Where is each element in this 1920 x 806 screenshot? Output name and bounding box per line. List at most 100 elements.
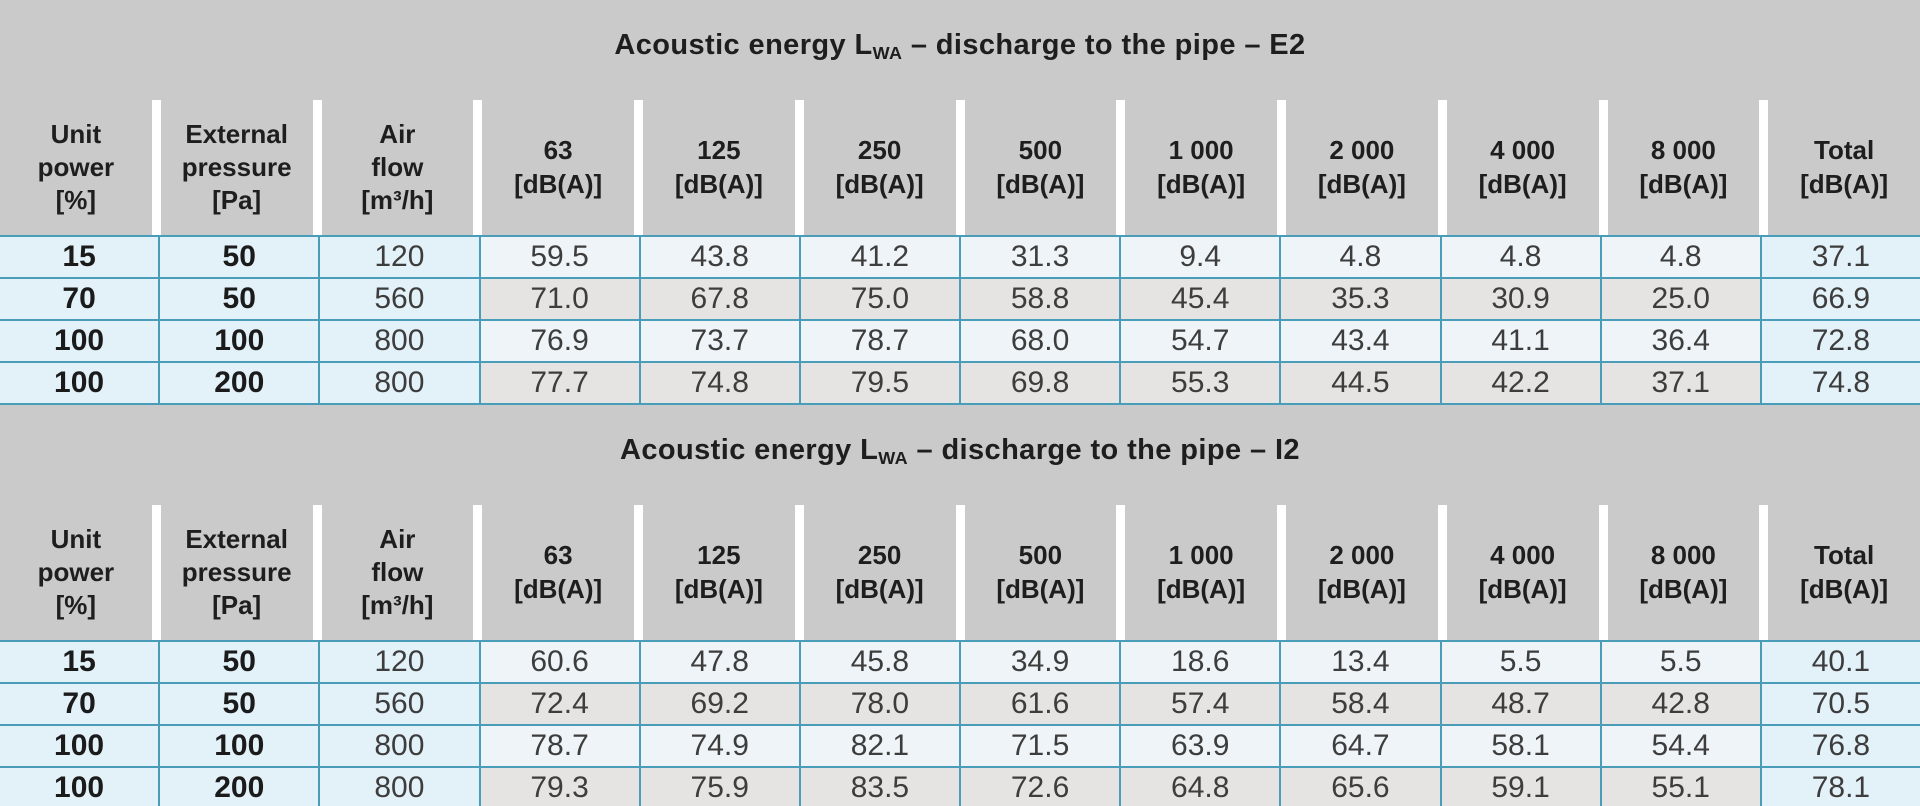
data-cell-r0-c5: 45.8 bbox=[800, 642, 959, 682]
data-cell-r1-c3: 72.4 bbox=[480, 684, 639, 724]
data-cell-r0-c4: 47.8 bbox=[640, 642, 799, 682]
data-cell-r1-c6: 58.8 bbox=[961, 279, 1120, 319]
data-cell-r0-c9: 5.5 bbox=[1441, 642, 1600, 682]
title-prefix: Acoustic energy L bbox=[620, 433, 879, 466]
data-cell-r3-c1: 200 bbox=[160, 768, 319, 806]
data-cell-r3-c7: 55.3 bbox=[1121, 363, 1280, 403]
data-cell-r0-c10: 4.8 bbox=[1601, 237, 1760, 277]
data-cell-r2-c3: 76.9 bbox=[480, 321, 639, 361]
data-cell-r0-c1: 50 bbox=[160, 237, 319, 277]
data-cell-r0-c8: 13.4 bbox=[1281, 642, 1440, 682]
data-cell-r3-c2: 800 bbox=[320, 768, 479, 806]
data-cell-r1-c9: 48.7 bbox=[1441, 684, 1600, 724]
data-cell-r1-c5: 78.0 bbox=[800, 684, 959, 724]
title-prefix: Acoustic energy L bbox=[614, 28, 873, 61]
data-cell-r3-c5: 79.5 bbox=[800, 363, 959, 403]
data-cell-r2-c5: 82.1 bbox=[800, 726, 959, 766]
data-cell-r3-c1: 200 bbox=[160, 363, 319, 403]
data-cell-r0-c7: 9.4 bbox=[1121, 237, 1280, 277]
data-cell-r0-c6: 31.3 bbox=[961, 237, 1120, 277]
data-cell-r0-c9: 4.8 bbox=[1441, 237, 1600, 277]
data-cell-r0-c3: 60.6 bbox=[480, 642, 639, 682]
data-cell-r1-c7: 57.4 bbox=[1121, 684, 1280, 724]
data-cell-r0-c0: 15 bbox=[0, 237, 159, 277]
header-cell-col9: 4 000 [dB(A)] bbox=[1446, 100, 1599, 235]
data-cell-r1-c7: 45.4 bbox=[1121, 279, 1280, 319]
table-e2-header-row: Unit power [%] External pressure [Pa] Air … bbox=[0, 100, 1920, 235]
data-cell-r1-c11: 70.5 bbox=[1761, 684, 1920, 724]
data-cell-r3-c5: 83.5 bbox=[800, 768, 959, 806]
header-cell-col10: 8 000 [dB(A)] bbox=[1607, 505, 1760, 640]
data-cell-r2-c0: 100 bbox=[0, 726, 159, 766]
data-cell-r3-c4: 75.9 bbox=[640, 768, 799, 806]
data-cell-r2-c9: 41.1 bbox=[1441, 321, 1600, 361]
header-cell-col4: 125 [dB(A)] bbox=[643, 505, 795, 640]
data-cell-r1-c9: 30.9 bbox=[1441, 279, 1600, 319]
data-cell-r3-c9: 42.2 bbox=[1441, 363, 1600, 403]
data-cell-r0-c7: 18.6 bbox=[1121, 642, 1280, 682]
data-cell-r1-c4: 67.8 bbox=[640, 279, 799, 319]
data-cell-r3-c7: 64.8 bbox=[1121, 768, 1280, 806]
header-cell-col6: 500 [dB(A)] bbox=[964, 505, 1117, 640]
table-i2-title: Acoustic energy LWA – discharge to the p… bbox=[620, 433, 1300, 468]
data-cell-r0-c3: 59.5 bbox=[480, 237, 639, 277]
data-cell-r0-c11: 40.1 bbox=[1761, 642, 1920, 682]
header-cell-col11: Total [dB(A)] bbox=[1768, 100, 1920, 235]
header-cell-col0: Unit power [%] bbox=[0, 100, 152, 235]
data-cell-r3-c0: 100 bbox=[0, 768, 159, 806]
data-cell-r2-c2: 800 bbox=[320, 726, 479, 766]
header-cell-col8: 2 000 [dB(A)] bbox=[1286, 100, 1438, 235]
data-cell-r1-c2: 560 bbox=[320, 684, 479, 724]
data-cell-r1-c11: 66.9 bbox=[1761, 279, 1920, 319]
data-cell-r2-c6: 71.5 bbox=[961, 726, 1120, 766]
title-subscript: WA bbox=[878, 447, 908, 468]
header-cell-col8: 2 000 [dB(A)] bbox=[1286, 505, 1438, 640]
data-cell-r3-c0: 100 bbox=[0, 363, 159, 403]
data-cell-r2-c11: 72.8 bbox=[1761, 321, 1920, 361]
data-cell-r3-c10: 55.1 bbox=[1601, 768, 1760, 806]
header-cell-col9: 4 000 [dB(A)] bbox=[1446, 505, 1599, 640]
data-cell-r1-c8: 35.3 bbox=[1281, 279, 1440, 319]
data-cell-r1-c4: 69.2 bbox=[640, 684, 799, 724]
data-cell-r3-c2: 800 bbox=[320, 363, 479, 403]
table-i2: Acoustic energy LWA – discharge to the p… bbox=[0, 405, 1920, 806]
data-cell-r0-c2: 120 bbox=[320, 237, 479, 277]
data-cell-r2-c10: 36.4 bbox=[1601, 321, 1760, 361]
data-cell-r1-c0: 70 bbox=[0, 279, 159, 319]
data-cell-r1-c1: 50 bbox=[160, 279, 319, 319]
data-cell-r1-c10: 42.8 bbox=[1601, 684, 1760, 724]
data-cell-r2-c10: 54.4 bbox=[1601, 726, 1760, 766]
data-cell-r2-c5: 78.7 bbox=[800, 321, 959, 361]
table-e2-title-band: Acoustic energy LWA – discharge to the p… bbox=[0, 0, 1920, 100]
data-cell-r3-c11: 78.1 bbox=[1761, 768, 1920, 806]
data-cell-r1-c2: 560 bbox=[320, 279, 479, 319]
data-cell-r2-c6: 68.0 bbox=[961, 321, 1120, 361]
title-suffix: – discharge to the pipe – I2 bbox=[908, 433, 1300, 466]
data-cell-r0-c10: 5.5 bbox=[1601, 642, 1760, 682]
header-cell-col5: 250 [dB(A)] bbox=[803, 505, 956, 640]
data-cell-r2-c3: 78.7 bbox=[480, 726, 639, 766]
header-cell-col0: Unit power [%] bbox=[0, 505, 152, 640]
table-i2-title-band: Acoustic energy LWA – discharge to the p… bbox=[0, 405, 1920, 505]
data-cell-r3-c3: 79.3 bbox=[480, 768, 639, 806]
data-cell-r2-c8: 64.7 bbox=[1281, 726, 1440, 766]
data-cell-r2-c1: 100 bbox=[160, 321, 319, 361]
data-cell-r3-c3: 77.7 bbox=[480, 363, 639, 403]
header-cell-col5: 250 [dB(A)] bbox=[803, 100, 956, 235]
data-cell-r2-c9: 58.1 bbox=[1441, 726, 1600, 766]
data-cell-r2-c1: 100 bbox=[160, 726, 319, 766]
header-cell-col1: External pressure [Pa] bbox=[160, 505, 313, 640]
data-cell-r1-c0: 70 bbox=[0, 684, 159, 724]
data-cell-r1-c10: 25.0 bbox=[1601, 279, 1760, 319]
data-cell-r3-c8: 44.5 bbox=[1281, 363, 1440, 403]
header-cell-col6: 500 [dB(A)] bbox=[964, 100, 1117, 235]
data-cell-r0-c4: 43.8 bbox=[640, 237, 799, 277]
data-cell-r2-c4: 74.9 bbox=[640, 726, 799, 766]
data-cell-r2-c0: 100 bbox=[0, 321, 159, 361]
data-cell-r0-c1: 50 bbox=[160, 642, 319, 682]
data-cell-r3-c9: 59.1 bbox=[1441, 768, 1600, 806]
table-e2-title: Acoustic energy LWA – discharge to the p… bbox=[614, 28, 1305, 63]
data-cell-r1-c5: 75.0 bbox=[800, 279, 959, 319]
data-cell-r3-c10: 37.1 bbox=[1601, 363, 1760, 403]
